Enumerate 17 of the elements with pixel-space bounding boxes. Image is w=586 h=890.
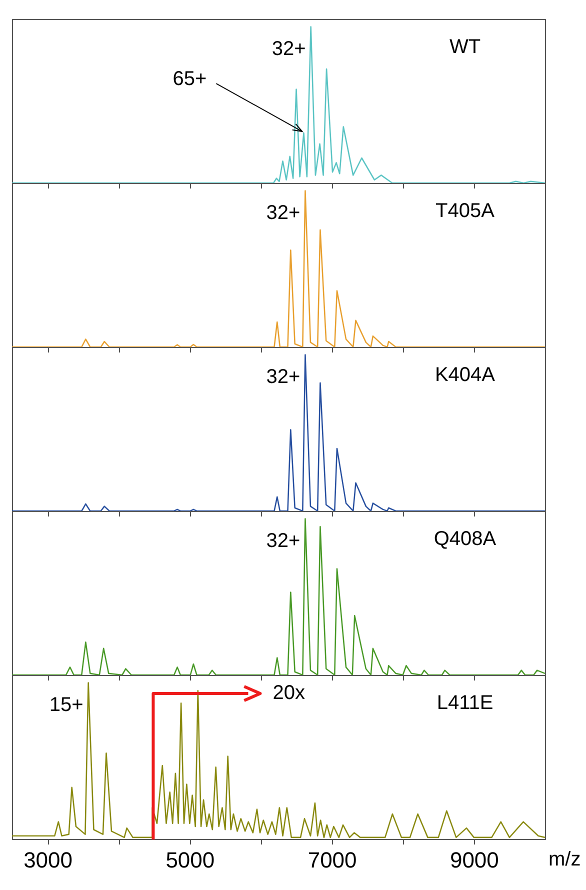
x-tick-label: 7000 — [308, 848, 357, 872]
annotation: 32+ — [266, 202, 300, 224]
annotation: 15+ — [49, 694, 84, 716]
annotation: 20x — [272, 682, 305, 704]
x-tick-label: 3000 — [24, 848, 73, 872]
x-tick-label: 5000 — [166, 848, 215, 872]
x-axis-title: m/z — [548, 848, 581, 870]
text: T405A — [436, 200, 496, 222]
text: K404A — [434, 364, 496, 386]
text: WT — [449, 36, 481, 58]
annotation: 65+ — [172, 68, 207, 90]
x-tick-label: 9000 — [450, 848, 499, 872]
text: Q408A — [434, 528, 497, 550]
text: L411E — [436, 692, 494, 714]
annotation: 32+ — [266, 530, 300, 552]
annotation: 32+ — [272, 38, 306, 60]
annotation: 32+ — [266, 366, 300, 388]
